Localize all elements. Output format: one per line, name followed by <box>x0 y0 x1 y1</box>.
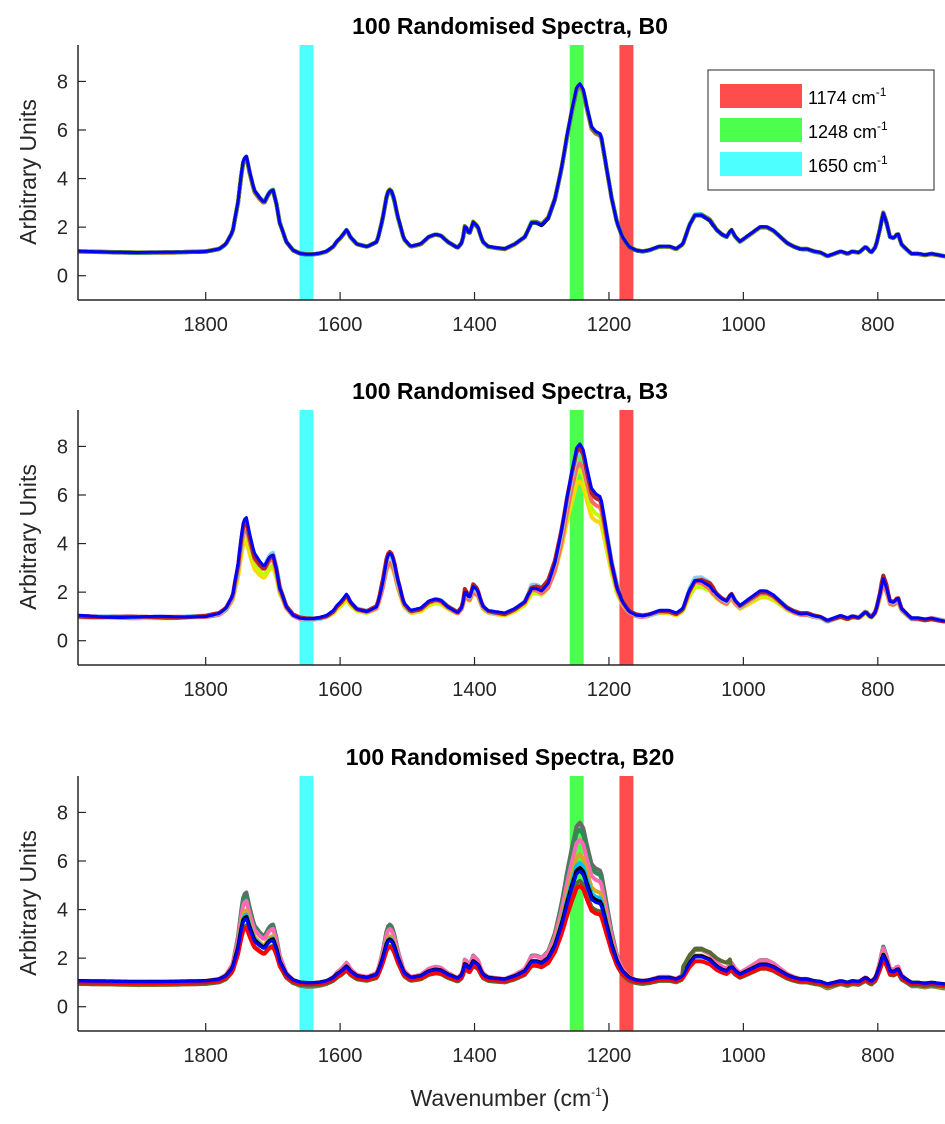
series-line <box>78 468 945 624</box>
series-line <box>78 820 945 991</box>
legend-swatch <box>720 118 802 142</box>
legend-swatch <box>720 84 802 108</box>
x-tick-label: 1400 <box>452 314 497 336</box>
x-tick-label: 1800 <box>183 679 228 701</box>
highlight-band <box>619 410 634 665</box>
x-tick-label: 1200 <box>587 1045 632 1067</box>
series-line <box>78 446 945 624</box>
y-tick-label: 2 <box>57 948 68 970</box>
band-layer <box>299 776 634 1031</box>
legend: 1174 cm-1 1248 cm-1 1650 cm-1 <box>707 69 935 191</box>
series-line <box>78 82 945 258</box>
series-line <box>78 837 945 988</box>
legend-label: 1248 cm-1 <box>808 119 888 142</box>
y-tick-label: 8 <box>57 71 68 93</box>
series-layer <box>78 442 945 624</box>
panel-b20: 100 Randomised Spectra, B20 1800 1600 1400… <box>15 744 945 1067</box>
series-line <box>78 869 945 986</box>
band-layer <box>299 45 634 300</box>
legend-entry: 1650 cm-1 <box>720 152 888 176</box>
x-tick-label: 1200 <box>587 314 632 336</box>
y-tick-label: 0 <box>57 997 68 1019</box>
y-tick-label: 0 <box>57 266 68 288</box>
y-tick-label: 2 <box>57 582 68 604</box>
y-tick-label: 8 <box>57 802 68 824</box>
highlight-band <box>299 776 314 1031</box>
chart-title: 100 Randomised Spectra, B0 <box>352 13 668 39</box>
y-axis-label: Arbitrary Units <box>15 99 41 245</box>
series-line <box>78 852 945 990</box>
y-tick-label: 4 <box>57 900 68 922</box>
legend-swatch <box>720 152 802 176</box>
series-line <box>78 449 945 624</box>
x-tick-label: 1800 <box>183 314 228 336</box>
y-axis-label: Arbitrary Units <box>15 830 41 976</box>
x-tick-label: 1600 <box>318 314 363 336</box>
series-line <box>78 884 945 988</box>
y-tick-label: 8 <box>57 436 68 458</box>
series-line <box>78 442 945 623</box>
x-tick-label: 1000 <box>721 1045 766 1067</box>
highlight-band <box>299 45 314 300</box>
y-tick-label: 6 <box>57 120 68 142</box>
series-line <box>78 827 945 989</box>
x-tick-label: 1600 <box>318 1045 363 1067</box>
series-layer <box>78 820 945 991</box>
band-layer <box>299 410 634 665</box>
y-axis-label: Arbitrary Units <box>15 464 41 610</box>
x-tick-label: 800 <box>861 679 894 701</box>
series-line <box>78 461 945 623</box>
series-line <box>78 866 945 987</box>
y-tick-label: 2 <box>57 217 68 239</box>
series-line <box>78 878 945 989</box>
highlight-band <box>299 410 314 665</box>
axes-layer: 1800 1600 1400 1200 1000 800 0 2 4 6 8 <box>57 776 945 1067</box>
legend-entry: 1248 cm-1 <box>720 118 888 142</box>
series-layer <box>78 82 945 259</box>
x-tick-label: 1800 <box>183 1045 228 1067</box>
legend-entry: 1174 cm-1 <box>720 84 887 108</box>
series-line <box>78 860 945 988</box>
series-line <box>78 479 945 624</box>
x-tick-label: 1400 <box>452 679 497 701</box>
x-tick-label: 1600 <box>318 679 363 701</box>
x-tick-label: 800 <box>861 314 894 336</box>
x-tick-label: 1000 <box>721 679 766 701</box>
chart-title: 100 Randomised Spectra, B3 <box>352 378 668 404</box>
x-tick-label: 1400 <box>452 1045 497 1067</box>
highlight-band <box>619 45 634 300</box>
chart-title: 100 Randomised Spectra, B20 <box>346 744 675 770</box>
axes-layer: 1800 1600 1400 1200 1000 800 0 2 4 6 8 <box>57 410 945 701</box>
highlight-band <box>619 776 634 1031</box>
axes-layer: 1800 1600 1400 1200 1000 800 0 2 4 6 8 <box>57 45 945 336</box>
y-tick-label: 6 <box>57 485 68 507</box>
y-tick-label: 0 <box>57 631 68 653</box>
highlight-band <box>569 45 584 300</box>
y-tick-label: 6 <box>57 851 68 873</box>
panel-b0: 100 Randomised Spectra, B0 1800 1600 1400 1… <box>15 13 945 336</box>
legend-label: 1650 cm-1 <box>808 153 888 176</box>
x-axis-label: Wavenumber (cm-1) <box>411 1085 610 1111</box>
y-tick-label: 4 <box>57 534 68 556</box>
legend-label: 1174 cm-1 <box>808 85 887 108</box>
panel-b3: 100 Randomised Spectra, B3 1800 1600 1400 1… <box>15 378 945 701</box>
x-tick-label: 1000 <box>721 314 766 336</box>
x-tick-label: 800 <box>861 1045 894 1067</box>
y-tick-label: 4 <box>57 169 68 191</box>
x-tick-label: 1200 <box>587 679 632 701</box>
